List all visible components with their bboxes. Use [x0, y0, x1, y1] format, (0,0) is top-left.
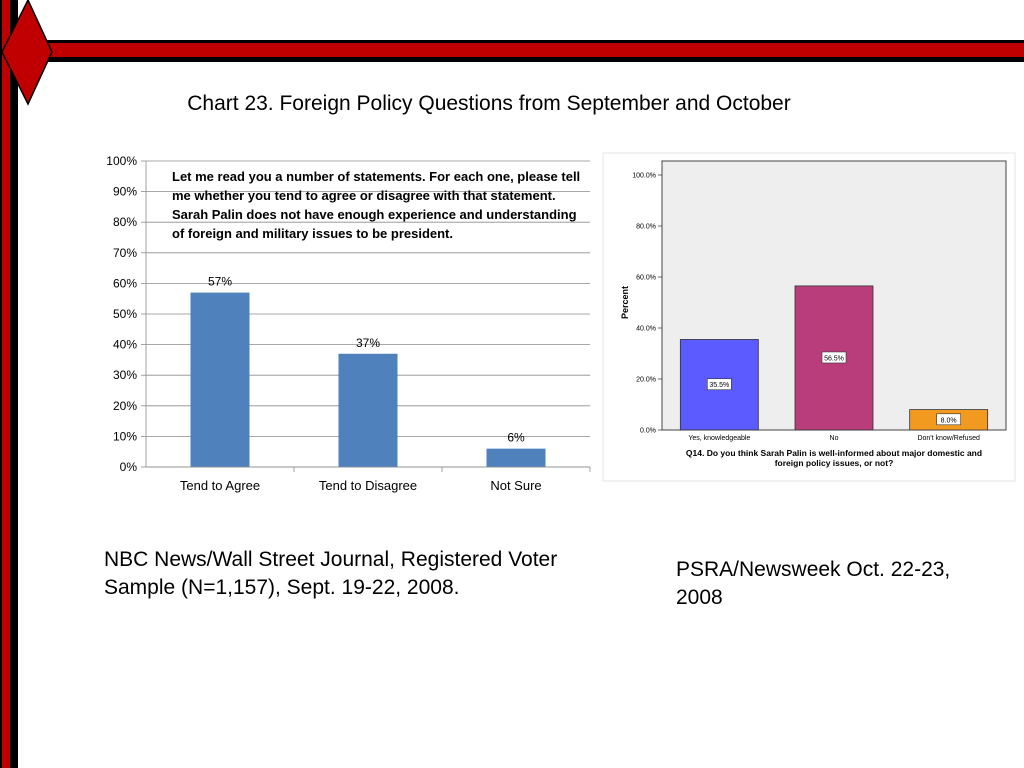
chart-right-ytick-label: 100.0% — [632, 173, 656, 180]
chart-left-ytick-label: 70% — [113, 246, 137, 260]
chart-left-ytick-label: 80% — [113, 215, 137, 229]
slide-title: Chart 23. Foreign Policy Questions from … — [187, 92, 791, 115]
diamond-ornament — [1, 0, 53, 106]
top-stripe — [18, 40, 1024, 62]
chart-right-data-label-box — [821, 351, 847, 364]
chart-left-ytick-label: 40% — [113, 338, 137, 352]
chart-right-ytick-label: 0.0% — [640, 428, 656, 435]
chart-left-ytick-label: 0% — [120, 460, 138, 474]
chart-left-ytick-label: 20% — [113, 399, 137, 413]
chart-left-category-label: Tend to Agree — [180, 478, 260, 493]
chart-right-ytick-label: 80.0% — [636, 224, 656, 231]
chart-right-ytick-label: 60.0% — [636, 275, 656, 282]
chart-left-ytick-label: 10% — [113, 429, 137, 443]
chart-left: 0% 10% 20% 30% 40% 50% 60% 70% 80% 90% 100% 57% Tend… — [106, 154, 591, 493]
chart-right-data-label-box — [936, 413, 961, 426]
chart-right: 0.0% 20.0% 40.0% 60.0% 80.0% 100.0% Percent 35.… — [602, 152, 1016, 482]
chart-left-data-label: 57% — [208, 275, 232, 289]
chart-right-ylabel: Percent — [620, 286, 630, 319]
chart-right-category-label: No — [830, 435, 839, 442]
chart-left-ytick-label: 100% — [106, 154, 137, 168]
chart-left-bar — [338, 353, 398, 467]
chart-right-ytick-label: 40.0% — [636, 326, 656, 333]
chart-left-question: Let me read you a number of statements. … — [172, 169, 581, 241]
chart-left-category-label: Not Sure — [490, 478, 541, 493]
top-stripe-red — [18, 43, 1024, 57]
chart-right-data-label: 56.5% — [824, 355, 844, 362]
chart-left-data-label: 37% — [356, 336, 380, 350]
chart-right-title: Q14. Do you think Sarah Palin is well-in… — [686, 448, 982, 468]
left-border-bar — [0, 0, 18, 768]
chart-right-category-label: Don't know/Refused — [917, 435, 980, 442]
chart-right-data-label: 35.5% — [709, 382, 729, 389]
chart-right-data-label-box — [707, 378, 732, 391]
chart-left-ytick-label: 50% — [113, 307, 137, 321]
chart-left-bar — [486, 448, 546, 467]
chart-left-bar — [190, 292, 250, 467]
chart-right-ytick-label: 20.0% — [636, 377, 656, 384]
chart-left-ytick-label: 90% — [113, 185, 137, 199]
chart-right-data-label: 8.0% — [941, 417, 957, 424]
chart-left-ytick-label: 30% — [113, 368, 137, 382]
chart-right-category-label: Yes, knowledgeable — [688, 435, 750, 442]
chart-left-ytick-label: 60% — [113, 276, 137, 290]
source-left: NBC News/Wall Street Journal, Registered… — [104, 548, 558, 599]
chart-left-data-label: 6% — [507, 431, 525, 445]
left-border-red — [2, 0, 10, 768]
chart-left-category-label: Tend to Disagree — [319, 478, 417, 493]
source-right: PSRA/Newsweek Oct. 22-23, 2008 — [676, 558, 951, 609]
